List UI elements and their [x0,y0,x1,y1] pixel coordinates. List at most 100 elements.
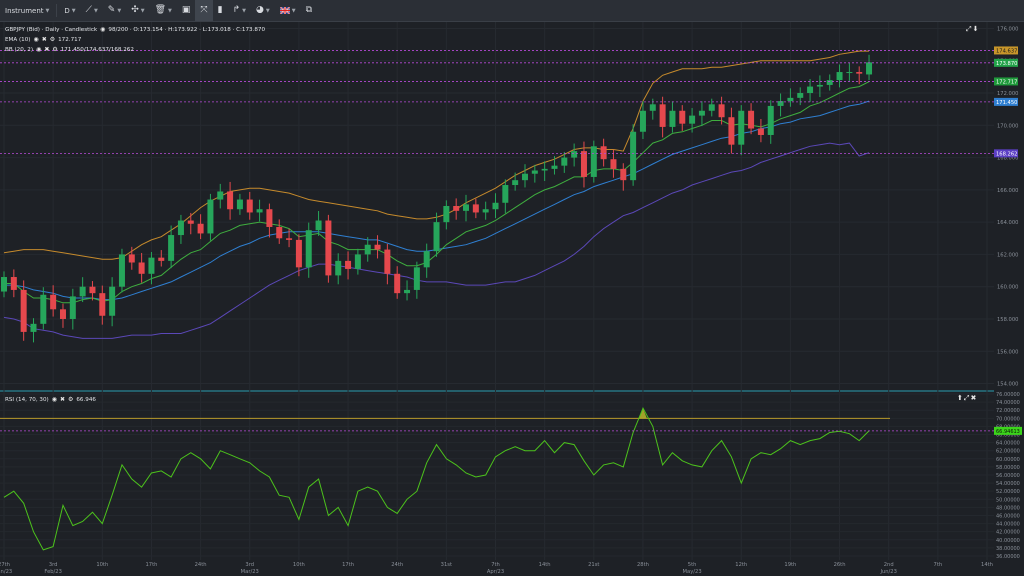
price-tick-label: 162.000 [997,252,1018,258]
candle-body [757,128,764,135]
rsi-tick-label: 36.00000 [996,554,1020,560]
crosshair-tools-button[interactable]: ✣ ▼ [126,0,149,21]
annotation-tools-button[interactable]: ✎ ▼ [103,0,126,21]
candle-body [777,101,784,106]
timeframe-dropdown[interactable]: D ▼ [59,0,80,21]
time-tick-label: 3rd [49,562,58,568]
time-tick-sublabel: Mar/23 [241,569,259,575]
delete-drawings-button[interactable]: 🗑 ▼ [150,0,177,21]
candle-body [236,199,243,210]
time-tick-sublabel: Apr/23 [487,569,504,575]
language-button[interactable]: ▼ [275,0,301,21]
candle-body [521,173,528,181]
instrument-legend: GBPJPY (Bid) · Daily · Candlestick ◉ 98/… [5,26,265,33]
price-gridlines [0,22,1024,560]
candle-body [639,110,646,132]
candle-body [177,220,184,236]
time-tick-label: 7th [491,562,500,568]
time-tick-label: 10th [293,562,305,568]
price-tag [994,97,1018,106]
candle-body [698,110,705,116]
layout-button[interactable]: ▣ [177,0,196,21]
chart-canvas[interactable]: 176.000174.000172.000170.000168.000166.0… [0,22,1024,576]
rsi-value-tag-label: 66.94613 [996,429,1020,435]
candle-body [797,93,804,98]
expand-icon[interactable]: ⤢ [963,394,971,402]
drawing-tools-button[interactable]: ⟋ ▼ [81,0,103,21]
time-axis[interactable]: 27thJan/233rdFeb/2310th17th24th3rdMar/23… [0,562,993,575]
candle-body [679,110,686,124]
candle-body [463,204,470,211]
chevron-down-icon: ▼ [168,7,172,14]
time-tick-label: 12th [735,562,747,568]
rsi-axis[interactable]: 76.0000074.0000072.0000070.0000068.00000… [994,392,1022,560]
candle-body [718,104,725,118]
bb-value: 171.450/174.637/168.262 [60,46,134,53]
close-icon[interactable]: ✖ [970,394,978,402]
rsi-tick-label: 76.00000 [996,392,1020,398]
instrument-dropdown[interactable]: Instrument ▼ [0,0,54,21]
fullscreen-toggle[interactable]: ⤧ [195,0,213,21]
price-level-lines [0,50,994,154]
candle-body [89,286,96,294]
eye-icon[interactable]: ◉ [51,396,57,403]
candle-body [256,209,263,213]
pencil-line-icon: ⟋ [85,5,92,15]
popout-window-icon: ⧉ [305,5,312,15]
gear-icon[interactable]: ⚙ [52,46,58,53]
eye-icon[interactable]: ◉ [36,46,42,53]
time-tick-label: 14th [539,562,551,568]
candle-body [59,309,66,319]
candle-body [276,226,283,239]
chevron-down-icon: ▼ [93,7,98,14]
close-icon[interactable]: ✖ [44,46,50,53]
candle-body [807,86,814,94]
time-tick-label: 31st [441,562,452,568]
rsi-value: 66.946 [76,396,96,403]
price-tick-label: 158.000 [997,317,1018,323]
time-tick-sublabel: Jan/23 [0,569,12,575]
rsi-tick-label: 44.00000 [996,522,1020,528]
close-icon[interactable]: ✖ [59,396,65,403]
candle-body [531,170,538,174]
eye-icon[interactable]: ◉ [33,36,39,43]
price-tag-label: 172.717 [996,79,1017,85]
chevron-down-icon: ▼ [265,7,270,14]
price-tag-label: 168.262 [996,151,1017,157]
gear-icon[interactable]: ⚙ [67,396,74,403]
expand-icon[interactable]: ⤢ [966,25,973,33]
candle-body [541,168,548,171]
candle-body [836,72,843,81]
candle-body [345,260,352,269]
time-tick-sublabel: Feb/23 [44,569,62,575]
rsi-tick-label: 52.00000 [996,489,1020,495]
time-tick-label: 27th [0,562,10,568]
candlesticks [1,54,873,343]
time-tick-label: 24th [195,562,207,568]
price-axis[interactable]: 176.000174.000172.000170.000168.000166.0… [994,22,1024,560]
gear-icon[interactable]: ⚙ [49,36,56,43]
theme-button[interactable]: ◕ ▼ [251,0,275,21]
bb-legend: BB (20, 2) ◉ ✖ ⚙ 171.450/174.637/168.262 [5,46,134,53]
price-tag [994,149,1018,158]
uk-flag-icon [279,7,290,14]
candle-body [571,151,578,158]
share-button[interactable]: ↱ ▼ [228,0,251,21]
brush-icon: ✎ [107,5,116,15]
time-tick-label: 14th [981,562,993,568]
chart-type-button[interactable]: ▮ [213,0,228,21]
instrument-title: GBPJPY (Bid) · Daily · Candlestick [5,26,98,33]
close-icon[interactable]: ✖ [41,36,47,43]
arrow-up-icon[interactable]: ⬆ [957,394,964,402]
crosshair-icon: ✣ [131,5,139,15]
candle-body [787,97,794,102]
candle-body [266,209,273,227]
candle-body [286,238,293,240]
popout-button[interactable]: ⧉ [301,0,317,21]
arrow-down-icon[interactable]: ⬇ [972,25,980,33]
eye-icon[interactable]: ◉ [100,26,106,33]
candle-body [305,230,312,268]
candle-body [866,62,873,75]
price-axis-bg [994,22,1024,560]
time-tick-label: 17th [145,562,157,568]
